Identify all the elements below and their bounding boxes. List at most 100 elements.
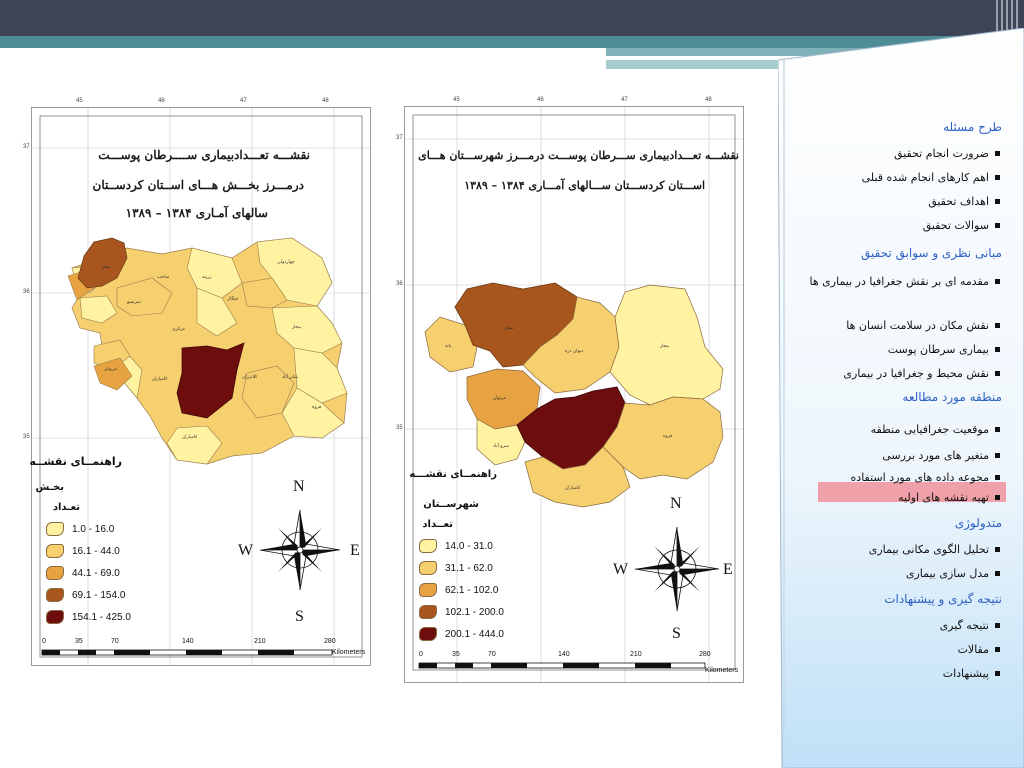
legend-swatch xyxy=(419,627,437,641)
bullet-icon xyxy=(995,347,1000,352)
toc-item-label: موقعیت جغرافیایی منطقه xyxy=(870,423,989,436)
toc-item[interactable]: مقدمه ای بر نقش جغرافیا در بیماری ها xyxy=(800,274,1000,290)
lat-tick-35: 35 xyxy=(23,434,30,440)
scale-label: 210 xyxy=(630,651,642,658)
svg-text:مریوان: مریوان xyxy=(493,396,507,401)
legend-swatch xyxy=(419,583,437,597)
toc-section[interactable]: نتیجه گیری و پیشنهادات xyxy=(884,592,1002,606)
svg-text:بیجار: بیجار xyxy=(291,325,301,330)
bullet-icon xyxy=(995,323,1000,328)
toc-section[interactable]: طرح مسئله xyxy=(943,120,1002,134)
lon-tick-48: 48 xyxy=(705,97,712,103)
legend-label: 200.1 - 444.0 xyxy=(445,628,504,640)
legend-unit: تعـداد xyxy=(52,502,80,513)
compass-north: N xyxy=(670,495,682,512)
banner-grip-decoration xyxy=(996,0,1018,36)
svg-text:کامیاران: کامیاران xyxy=(565,485,581,491)
toc-item-label: مقالات xyxy=(957,643,989,656)
bullet-icon xyxy=(995,223,1000,228)
county-map-panel: بانه سقز دیوان دره بیجار مریوان سرو آباد قرو… xyxy=(396,97,744,683)
svg-text:صاحب: صاحب xyxy=(157,275,170,280)
legend-label: 69.1 - 154.0 xyxy=(72,589,126,601)
toc-item[interactable]: نقش محیط و جغرافیا در بیماری xyxy=(843,366,1000,382)
legend-label: 154.1 - 425.0 xyxy=(72,611,131,623)
lon-tick-45: 45 xyxy=(76,98,83,104)
svg-text:مرکزی: مرکزی xyxy=(172,326,186,332)
compass-east: E xyxy=(350,542,360,559)
toc-sidebar: طرح مسئله ضرورت انجام تحقیق اهم کارهای انج… xyxy=(778,28,1024,768)
toc-item-label: اهم کارهای انجام شده قبلی xyxy=(861,171,989,184)
legend-swatch xyxy=(46,522,64,536)
scale-label: 280 xyxy=(324,638,336,645)
svg-text:کامیاران: کامیاران xyxy=(182,434,198,440)
svg-text:بانه: بانه xyxy=(445,344,451,349)
bullet-icon xyxy=(995,495,1000,500)
toc-item-label: تحلیل الگوی مکانی بیماری xyxy=(868,543,989,556)
toc-item[interactable]: اهداف تحقیق xyxy=(928,194,1000,210)
lon-tick-47: 47 xyxy=(240,98,247,104)
legend-item: 200.1 - 444.0 xyxy=(419,627,504,641)
toc-item[interactable]: ضرورت انجام تحقیق xyxy=(894,146,1000,162)
county-map-svg: بانه سقز دیوان دره بیجار مریوان سرو آباد قرو… xyxy=(405,107,743,682)
svg-text:بیجار: بیجار xyxy=(659,344,669,349)
teal-stripe-tertiary xyxy=(606,60,778,69)
toc-item-label: سوالات تحقیق xyxy=(922,219,989,232)
scale-label: 70 xyxy=(488,651,496,658)
toc-item[interactable]: مقالات xyxy=(958,642,1000,658)
bullet-icon xyxy=(995,671,1000,676)
compass-south: S xyxy=(295,608,304,625)
toc-item-label: مدل سازی بیماری xyxy=(905,567,989,580)
svg-text:قروه: قروه xyxy=(663,434,672,439)
svg-text:قروه: قروه xyxy=(312,405,321,410)
toc-item-label: مقدمه ای بر نقش جغرافیا در بیماری ها xyxy=(809,275,989,288)
toc-item-label: پیشنهادات xyxy=(942,667,989,680)
bullet-icon xyxy=(995,427,1000,432)
top-banner xyxy=(0,0,1024,36)
scale-label: 70 xyxy=(111,638,119,645)
district-map-panel: سقز صاحب زرینه چنگال چهاردولی بیجار سرشیو مرک… xyxy=(23,98,371,666)
compass-north: N xyxy=(293,478,305,495)
lat-tick-37: 37 xyxy=(23,144,30,150)
toc-item-label: اهداف تحقیق xyxy=(928,195,989,208)
toc-item-active[interactable]: تهیه نقشه های اولیه xyxy=(898,490,1000,506)
toc-item[interactable]: بیماری سرطان پوست xyxy=(888,342,1000,358)
sidebar-background xyxy=(778,28,1024,768)
toc-section[interactable]: متدولوژی xyxy=(955,516,1002,530)
toc-item[interactable]: نتیجه گیری xyxy=(940,618,1000,634)
svg-text:چهاردولی: چهاردولی xyxy=(277,260,295,265)
teal-stripe-secondary xyxy=(606,48,1024,56)
svg-text:مریوان: مریوان xyxy=(104,367,118,372)
legend-item: 16.1 - 44.0 xyxy=(46,544,120,558)
toc-item[interactable]: نقش مکان در سلامت انسان ها xyxy=(846,318,1000,334)
bullet-icon xyxy=(995,279,1000,284)
compass-rose-left xyxy=(259,509,341,591)
toc-section[interactable]: منطقه مورد مطالعه xyxy=(902,390,1002,404)
legend-unit: تعــداد xyxy=(422,519,453,530)
toc-item[interactable]: موقعیت جغرافیایی منطقه xyxy=(871,422,1000,438)
legend-item: 1.0 - 16.0 xyxy=(46,522,114,536)
map-title-line-2: اســـتان کردســـتان ســـالهای آمـــاری ۱… xyxy=(464,179,705,192)
toc-section[interactable]: مبانی نظری و سوابق تحقیق xyxy=(861,246,1002,260)
active-item-highlight xyxy=(818,482,1006,502)
bullet-icon xyxy=(995,453,1000,458)
toc-item[interactable]: متغیر های مورد بررسی xyxy=(882,448,1000,464)
lat-tick-37: 37 xyxy=(396,135,403,141)
legend-swatch xyxy=(419,605,437,619)
toc-item[interactable]: تحلیل الگوی مکانی بیماری xyxy=(869,542,1000,558)
svg-text:دیوان دره: دیوان دره xyxy=(565,349,583,354)
toc-item[interactable]: مجوعه داده های مورد استفاده xyxy=(851,470,1000,486)
toc-item[interactable]: پیشنهادات xyxy=(943,666,1000,682)
toc-item[interactable]: سوالات تحقیق xyxy=(923,218,1000,234)
scale-label: 280 xyxy=(699,651,711,658)
toc-item-label: ضرورت انجام تحقیق xyxy=(894,147,989,160)
toc-section-label: نتیجه گیری و پیشنهادات xyxy=(884,592,1002,606)
toc-item[interactable]: اهم کارهای انجام شده قبلی xyxy=(862,170,1000,186)
legend-subtitle: بخـش xyxy=(35,482,64,493)
toc-item[interactable]: مدل سازی بیماری xyxy=(906,566,1000,582)
legend-label: 102.1 - 200.0 xyxy=(445,606,504,618)
compass-west: W xyxy=(238,542,254,559)
map-title-line-3: سالهای آمـاری ۱۳۸۴ – ۱۳۸۹ xyxy=(125,206,268,220)
legend-item: 14.0 - 31.0 xyxy=(419,539,493,553)
lon-tick-47: 47 xyxy=(621,97,628,103)
lat-tick-35: 35 xyxy=(396,425,403,431)
